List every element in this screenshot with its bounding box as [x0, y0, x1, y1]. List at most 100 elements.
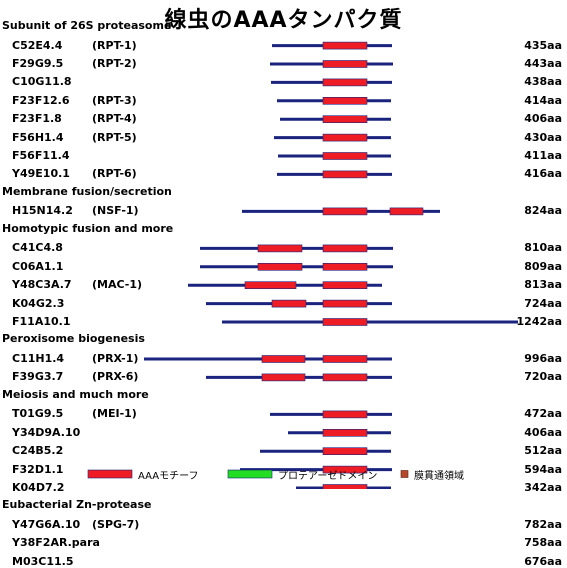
protein-alias: (RPT-3) [92, 93, 137, 107]
aaa-motif [322, 133, 368, 142]
aaa-motif [322, 355, 368, 363]
protein-f56h1-4 [274, 133, 391, 142]
legend-swatch-protease [227, 469, 273, 479]
protein-length: 810aa [524, 241, 562, 255]
protein-length: 443aa [524, 57, 562, 70]
protein-f11a10-1 [222, 318, 518, 326]
gene-name: F32D1.1 [12, 462, 64, 476]
protein-c11h1-4 [144, 355, 392, 363]
protein-f32d1-1 [240, 465, 392, 474]
protein-t01g9-5 [270, 410, 392, 419]
aaa-motif [322, 78, 368, 87]
gene-name: C06A1.1 [12, 259, 64, 273]
gene-name: Y38F2AR.para [12, 536, 100, 550]
aaa-motif [322, 318, 368, 326]
gene-name: Y47G6A.10 [12, 518, 81, 531]
aaa-motif [322, 152, 368, 160]
aaa-motif [322, 97, 368, 105]
protein-length: 416aa [524, 167, 562, 181]
aaa-motif [322, 465, 368, 474]
diagram-title: 線虫のAAAタンパク質 [164, 8, 403, 33]
protein-alias: (NSF-1) [92, 204, 139, 218]
gene-name: F56H1.4 [12, 130, 64, 144]
gene-name: F11A10.1 [12, 315, 71, 328]
gene-name: F39G3.7 [12, 370, 64, 384]
gene-name: Y48C3A.7 [12, 278, 72, 292]
gene-name: M03C11.5 [12, 554, 74, 568]
protein-alias: (RPT-5) [92, 130, 137, 144]
protein-f29g9-5 [270, 60, 393, 68]
protein-length: 430aa [524, 130, 562, 144]
protein-length: 813aa [524, 278, 562, 292]
protein-c10g11-8 [271, 78, 392, 87]
aaa-motif [261, 355, 306, 363]
gene-name: K04D7.2 [12, 481, 65, 494]
protein-length: 411aa [524, 149, 562, 162]
aaa-motif [322, 262, 368, 271]
gene-name: F56F11.4 [12, 149, 70, 162]
aaa-motif [322, 115, 368, 123]
section-heading: Subunit of 26S proteasome [2, 19, 172, 32]
gene-name: T01G9.5 [12, 407, 64, 421]
legend-label-tm: 膜貫通領域 [414, 471, 464, 482]
protein-alias: (SPG-7) [92, 518, 140, 531]
protein-length: 512aa [524, 444, 562, 458]
protein-length: 414aa [524, 93, 562, 107]
section-heading: Meiosis and much more [2, 387, 149, 401]
protein-length: 782aa [524, 518, 562, 531]
protein-c24b5-2 [260, 447, 391, 456]
aaa-motif [322, 244, 368, 253]
aaa-motif [257, 262, 303, 271]
gene-name: C24B5.2 [12, 444, 64, 458]
gene-name: F23F12.6 [12, 93, 70, 107]
protein-length: 724aa [524, 296, 562, 310]
protein-length: 406aa [524, 425, 562, 439]
aaa-motif [322, 428, 368, 437]
section-heading: Membrane fusion/secretion [2, 184, 172, 198]
protein-y49e10-1 [277, 170, 392, 179]
gene-name: C11H1.4 [12, 352, 65, 365]
legend-swatch-tm [400, 470, 409, 478]
legend-label-protease: プロテアーゼドメイン [278, 471, 378, 482]
aaa-motif [322, 447, 368, 456]
protein-alias: (PRX-6) [92, 370, 139, 384]
gene-name: F23F1.8 [12, 112, 62, 126]
protein-alias: (PRX-1) [92, 352, 139, 365]
aaa-motif [322, 281, 368, 290]
protein-y48c3a-7 [188, 281, 382, 290]
aaa-motif [271, 299, 307, 308]
protein-length: 406aa [524, 112, 562, 126]
legend-swatch-aaa [87, 469, 133, 479]
aaa-motif [244, 281, 297, 290]
protein-k04d7-2 [296, 484, 391, 489]
aaa-motif [389, 207, 424, 216]
gene-name: F29G9.5 [12, 57, 64, 70]
gene-name: Y49E10.1 [12, 167, 70, 181]
protein-alias: (MAC-1) [92, 278, 143, 292]
protein-length: 809aa [524, 259, 562, 273]
aaa-motif [322, 170, 368, 179]
aaa-motif [322, 41, 368, 50]
protein-f23f12-6 [277, 97, 391, 105]
gene-name: K04G2.3 [12, 296, 65, 310]
gene-name: H15N14.2 [12, 204, 73, 218]
protein-c06a1-1 [200, 262, 393, 271]
gene-name: C52E4.4 [12, 38, 63, 52]
section-heading: Peroxisome biogenesis [2, 332, 145, 346]
protein-length: 720aa [524, 370, 562, 384]
protein-f23f1-8 [280, 115, 391, 123]
protein-length: 758aa [524, 536, 562, 550]
aaa-motif [322, 60, 368, 68]
protein-length: 435aa [524, 38, 562, 52]
gene-name: C10G11.8 [12, 75, 72, 89]
aaa-motif [322, 299, 368, 308]
protein-c41c4-8 [200, 244, 393, 253]
legend-label-aaa: AAAモチーフ [138, 471, 199, 482]
section-heading: Eubacterial Zn-protease [2, 498, 152, 512]
protein-f56f11-4 [278, 152, 391, 160]
protein-length: 1242aa [516, 315, 562, 328]
protein-k04g2-3 [206, 299, 392, 308]
protein-length: 438aa [524, 75, 562, 89]
aaa-motif [322, 373, 368, 382]
protein-f39g3-7 [206, 373, 392, 382]
